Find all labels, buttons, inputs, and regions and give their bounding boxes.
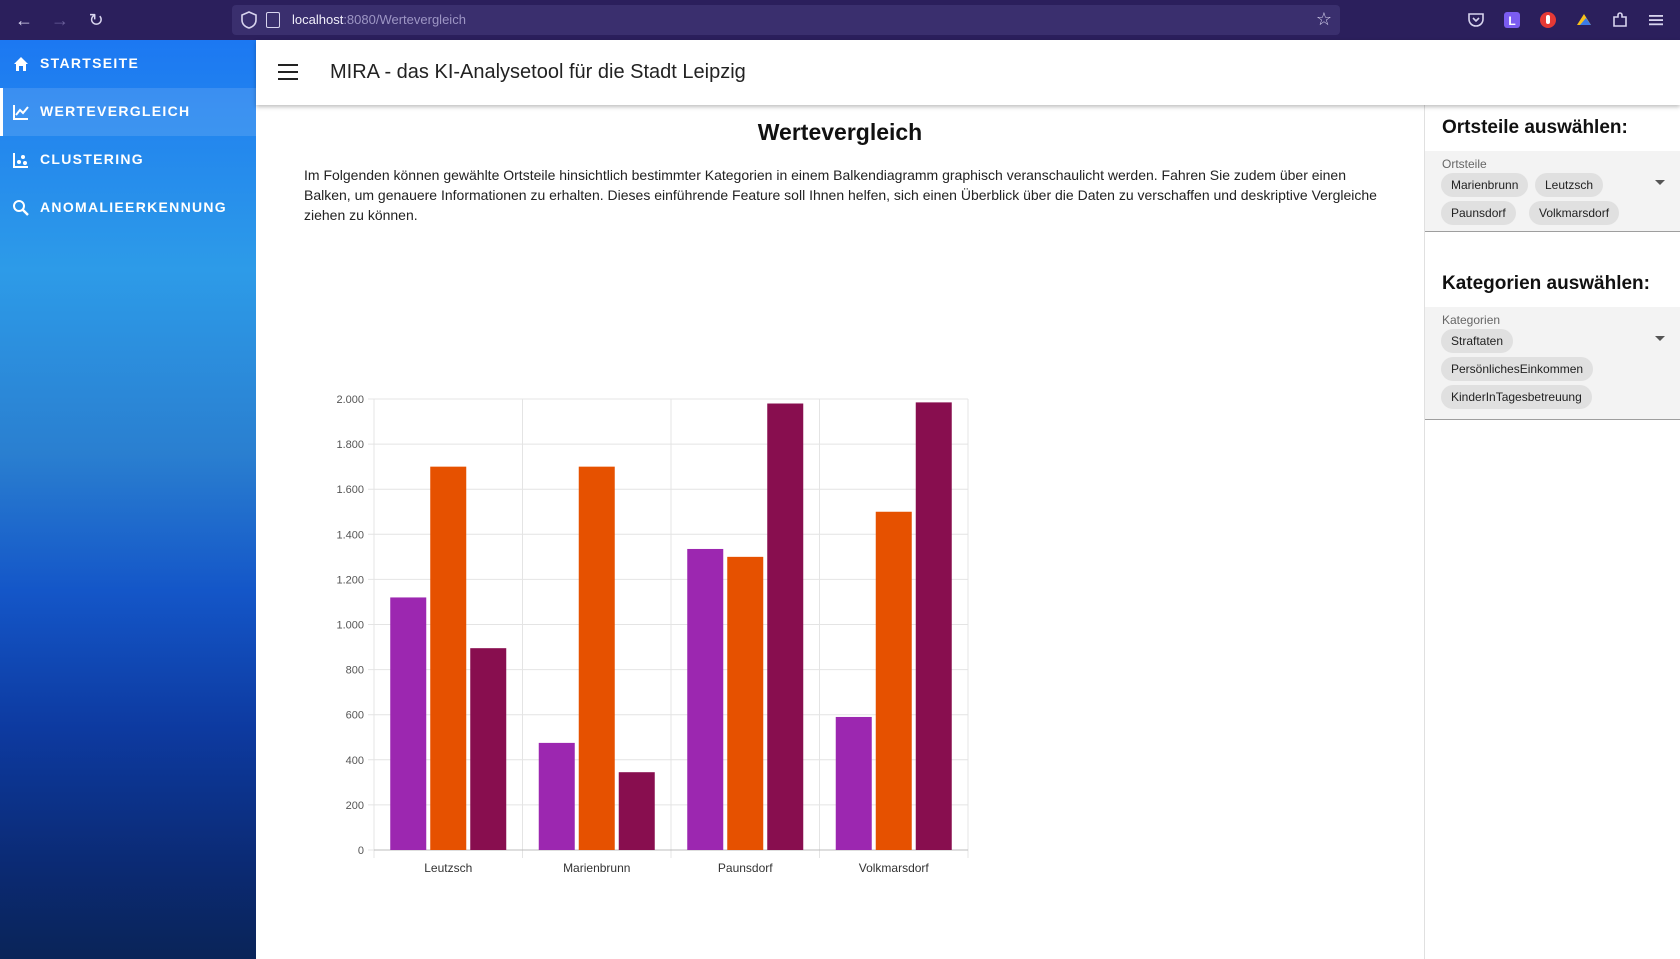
sidebar-item-wertevergleich[interactable]: WERTEVERGLEICH: [0, 88, 256, 136]
y-tick-label: 2.000: [336, 394, 364, 406]
chip-ortsteil[interactable]: Volkmarsdorf: [1529, 201, 1620, 225]
bar: [835, 716, 872, 850]
chip-ortsteil[interactable]: Paunsdorf: [1441, 201, 1516, 225]
page-title: Wertevergleich: [757, 119, 923, 145]
main-content: Wertevergleich Im Folgenden können gewäh…: [256, 105, 1424, 959]
y-tick-label: 1.000: [336, 620, 364, 632]
extensions-puzzle-icon[interactable]: [1610, 10, 1630, 30]
intro-text: Im Folgenden können gewählte Ortsteile h…: [304, 167, 1377, 223]
sidebar-item-clustering[interactable]: CLUSTERING: [0, 136, 256, 184]
forward-arrow-icon[interactable]: →: [51, 10, 69, 30]
chip-ortsteil[interactable]: Leutzsch: [1535, 173, 1604, 197]
x-tick-label: Marienbrunn: [563, 861, 630, 875]
chip-ortsteil[interactable]: Marienbrunn: [1441, 173, 1529, 197]
x-tick-label: Leutzsch: [424, 861, 472, 875]
home-icon: [14, 57, 28, 71]
ortsteile-select[interactable]: Ortsteile Marienbrunn Leutzsch Paunsdorf…: [1425, 151, 1680, 232]
chart-line-icon: [13, 105, 29, 120]
bar-chart: 0 200 400 600 800 1.000 1.200 1.400 1.600 1.800 2.…: [336, 394, 969, 875]
y-tick-label: 600: [346, 710, 364, 722]
bar: [390, 597, 427, 850]
pocket-icon[interactable]: [1466, 10, 1486, 30]
x-tick-label: Volkmarsdorf: [859, 861, 930, 875]
sidebar-item-label: ANOMALIEERKENNUNG: [40, 199, 227, 215]
right-panel: Ortsteile auswählen: Ortsteile Marienbru…: [1424, 105, 1680, 959]
bar: [687, 548, 724, 850]
chevron-down-icon[interactable]: [1655, 336, 1665, 341]
y-tick-label: 0: [358, 845, 364, 857]
url-text[interactable]: localhost:8080/Wertevergleich: [292, 12, 466, 27]
hamburger-menu-icon[interactable]: [278, 64, 298, 80]
bar: [470, 648, 507, 850]
sidebar-item-label: CLUSTERING: [40, 151, 144, 167]
shield-icon[interactable]: [240, 11, 258, 29]
menu-icon[interactable]: [1646, 10, 1666, 30]
bar: [767, 403, 804, 850]
chip-kategorie[interactable]: PersönlichesEinkommen: [1441, 357, 1594, 381]
app-title: MIRA - das KI-Analysetool für die Stadt …: [330, 61, 746, 83]
x-tick-label: Paunsdorf: [718, 861, 773, 875]
kategorien-title: Kategorien auswählen:: [1442, 273, 1650, 294]
bar: [618, 772, 655, 850]
y-tick-label: 1.800: [336, 439, 364, 451]
bar: [538, 742, 575, 850]
extension-color-icon[interactable]: [1574, 10, 1594, 30]
adblock-icon[interactable]: [1538, 10, 1558, 30]
kategorien-select[interactable]: Kategorien Straftaten PersönlichesEinkom…: [1425, 307, 1680, 420]
browser-toolbar: ← → ↻ localhost:8080/Wertevergleich ☆ L: [0, 0, 1680, 40]
bar: [727, 556, 764, 850]
y-tick-label: 1.600: [336, 484, 364, 496]
svg-text:L: L: [1508, 14, 1515, 28]
sidebar: STARTSEITE WERTEVERGLEICH CLUSTERING ANO…: [0, 40, 256, 959]
scatter-icon: [13, 153, 28, 168]
chip-kategorie[interactable]: KinderInTagesbetreuung: [1441, 385, 1592, 409]
sidebar-item-anomalieerkennung[interactable]: ANOMALIEERKENNUNG: [0, 184, 256, 232]
ortsteile-title: Ortsteile auswählen:: [1442, 117, 1628, 138]
sidebar-item-label: WERTEVERGLEICH: [40, 103, 191, 119]
chip-kategorie[interactable]: Straftaten: [1441, 329, 1514, 353]
chevron-down-icon[interactable]: [1655, 180, 1665, 185]
ortsteile-label: Ortsteile: [1442, 157, 1487, 171]
back-arrow-icon[interactable]: ←: [15, 10, 33, 30]
bar: [875, 511, 912, 850]
y-tick-label: 1.400: [336, 529, 364, 541]
kategorien-label: Kategorien: [1442, 313, 1501, 327]
bar: [430, 466, 467, 850]
bookmark-star-icon[interactable]: ☆: [1315, 9, 1332, 29]
page-icon: [266, 12, 280, 28]
extension-l-icon[interactable]: L: [1502, 10, 1522, 30]
reload-icon[interactable]: ↻: [88, 10, 104, 30]
app-header: MIRA - das KI-Analysetool für die Stadt …: [256, 40, 1680, 105]
search-icon: [13, 200, 29, 216]
sidebar-item-label: STARTSEITE: [40, 55, 140, 71]
y-tick-label: 1.200: [336, 574, 364, 586]
bar: [578, 466, 615, 850]
url-bar[interactable]: localhost:8080/Wertevergleich ☆: [232, 5, 1340, 35]
y-tick-label: 200: [346, 800, 364, 812]
sidebar-item-startseite[interactable]: STARTSEITE: [0, 40, 256, 88]
y-tick-label: 400: [346, 755, 364, 767]
y-tick-label: 800: [346, 665, 364, 677]
bar: [915, 402, 952, 850]
